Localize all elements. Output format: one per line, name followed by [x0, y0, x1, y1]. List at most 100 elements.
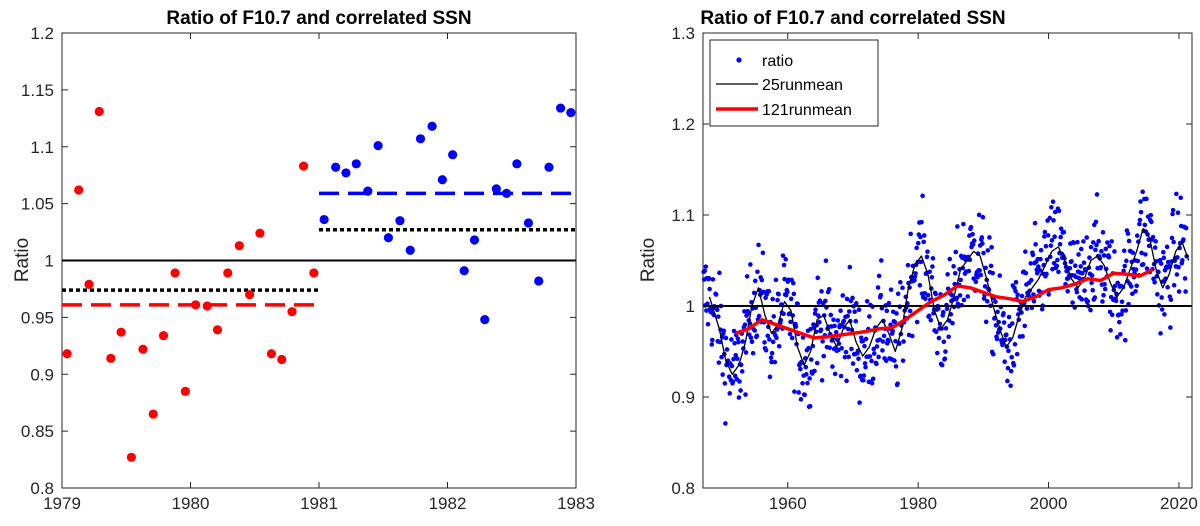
ratio-point: [1101, 292, 1106, 298]
ratio-point: [936, 335, 942, 341]
ratio-point: [1159, 295, 1164, 300]
ratio-point: [756, 313, 762, 319]
ratio-point: [1164, 244, 1170, 250]
ratio-point: [785, 289, 790, 295]
ratio-point: [742, 309, 747, 314]
ratio-point: [769, 359, 774, 365]
ratio-point: [1161, 255, 1167, 261]
ratio-point: [1078, 264, 1084, 269]
ratio-point: [845, 313, 850, 319]
ratio-point: [710, 277, 716, 282]
ratio-point: [888, 287, 894, 292]
ratio-point: [1081, 260, 1087, 266]
ratio-point: [795, 301, 800, 307]
ratio-point: [1121, 268, 1126, 274]
ratio-point: [1028, 277, 1034, 283]
ratio-point: [942, 356, 948, 362]
ratio-point: [871, 346, 877, 352]
ratio-point: [1047, 215, 1053, 221]
right-y-axis-label: Ratio: [638, 238, 659, 282]
ratio-point: [1158, 261, 1164, 266]
data-point: [373, 141, 383, 151]
ratio-point: [789, 335, 795, 341]
ratio-point: [772, 359, 778, 365]
ratio-point: [1158, 331, 1163, 336]
ratio-point: [1142, 222, 1148, 228]
ratio-point: [847, 264, 853, 270]
ratio-point: [1076, 275, 1082, 281]
ratio-point: [707, 286, 712, 292]
ratio-point: [993, 323, 999, 328]
ratio-point: [864, 299, 870, 304]
ratio-point: [788, 296, 794, 302]
ratio-point: [997, 273, 1003, 278]
ratio-point: [1022, 323, 1028, 329]
data-point: [415, 134, 426, 144]
ratio-point: [813, 307, 818, 313]
ratio-point: [978, 272, 984, 278]
ratio-point: [1125, 231, 1131, 236]
ratio-point: [1042, 229, 1048, 235]
ratio-point: [722, 381, 728, 386]
ratio-point: [731, 356, 736, 362]
data-point: [383, 233, 393, 243]
ratio-point: [926, 313, 932, 319]
ratio-point: [1055, 257, 1060, 263]
ratio-point: [1003, 332, 1009, 338]
ratio-point: [955, 224, 960, 229]
ratio-point: [874, 361, 879, 367]
ratio-point: [831, 317, 836, 323]
ratio-point: [1150, 234, 1156, 240]
data-point: [223, 268, 233, 278]
ratio-point: [766, 289, 772, 294]
ratio-point: [1169, 235, 1175, 241]
ratio-point: [1144, 266, 1150, 271]
ratio-point: [856, 356, 861, 362]
ratio-point: [1171, 239, 1176, 245]
ratio-point: [905, 262, 911, 268]
ratio-point: [1115, 280, 1120, 286]
ratio-point: [1135, 258, 1141, 264]
ratio-point: [1183, 289, 1188, 294]
ratio-point: [1102, 286, 1108, 292]
ratio-point: [845, 326, 851, 332]
ratio-point: [985, 248, 991, 253]
ratio-point: [856, 307, 862, 312]
ratio-point: [880, 348, 885, 353]
ratio-point: [1098, 264, 1104, 270]
ratio-point: [736, 395, 742, 400]
ratio-point: [827, 345, 833, 351]
data-point: [94, 106, 104, 117]
ratio-point: [743, 392, 748, 397]
data-point: [319, 214, 329, 225]
ratio-point: [1119, 299, 1125, 305]
x-tick-label: 1983: [557, 494, 595, 513]
data-point: [106, 353, 116, 363]
ratio-point: [807, 403, 813, 409]
ratio-point: [990, 270, 996, 276]
ratio-point: [1134, 283, 1139, 289]
ratio-point: [925, 292, 931, 298]
ratio-point: [993, 299, 998, 305]
ratio-point: [710, 337, 715, 343]
x-tick-label: 2020: [1160, 494, 1198, 513]
ratio-point: [770, 339, 776, 345]
ratio-point: [1036, 264, 1041, 269]
ratio-point: [793, 324, 799, 329]
ratio-point: [1101, 253, 1107, 258]
ratio-point: [738, 388, 743, 393]
ratio-point: [706, 276, 712, 281]
ratio-point: [1130, 291, 1135, 297]
ratio-point: [1014, 351, 1020, 357]
ratio-point: [823, 258, 829, 264]
ratio-point: [1108, 328, 1113, 333]
ratio-point: [1117, 319, 1122, 325]
ratio-point: [740, 339, 746, 344]
ratio-point: [914, 319, 920, 325]
ratio-point: [1182, 276, 1188, 281]
ratio-point: [900, 285, 905, 291]
ratio-point: [934, 350, 940, 356]
ratio-point: [742, 322, 748, 328]
ratio-point: [1089, 280, 1094, 286]
ratio-point: [1143, 252, 1148, 257]
